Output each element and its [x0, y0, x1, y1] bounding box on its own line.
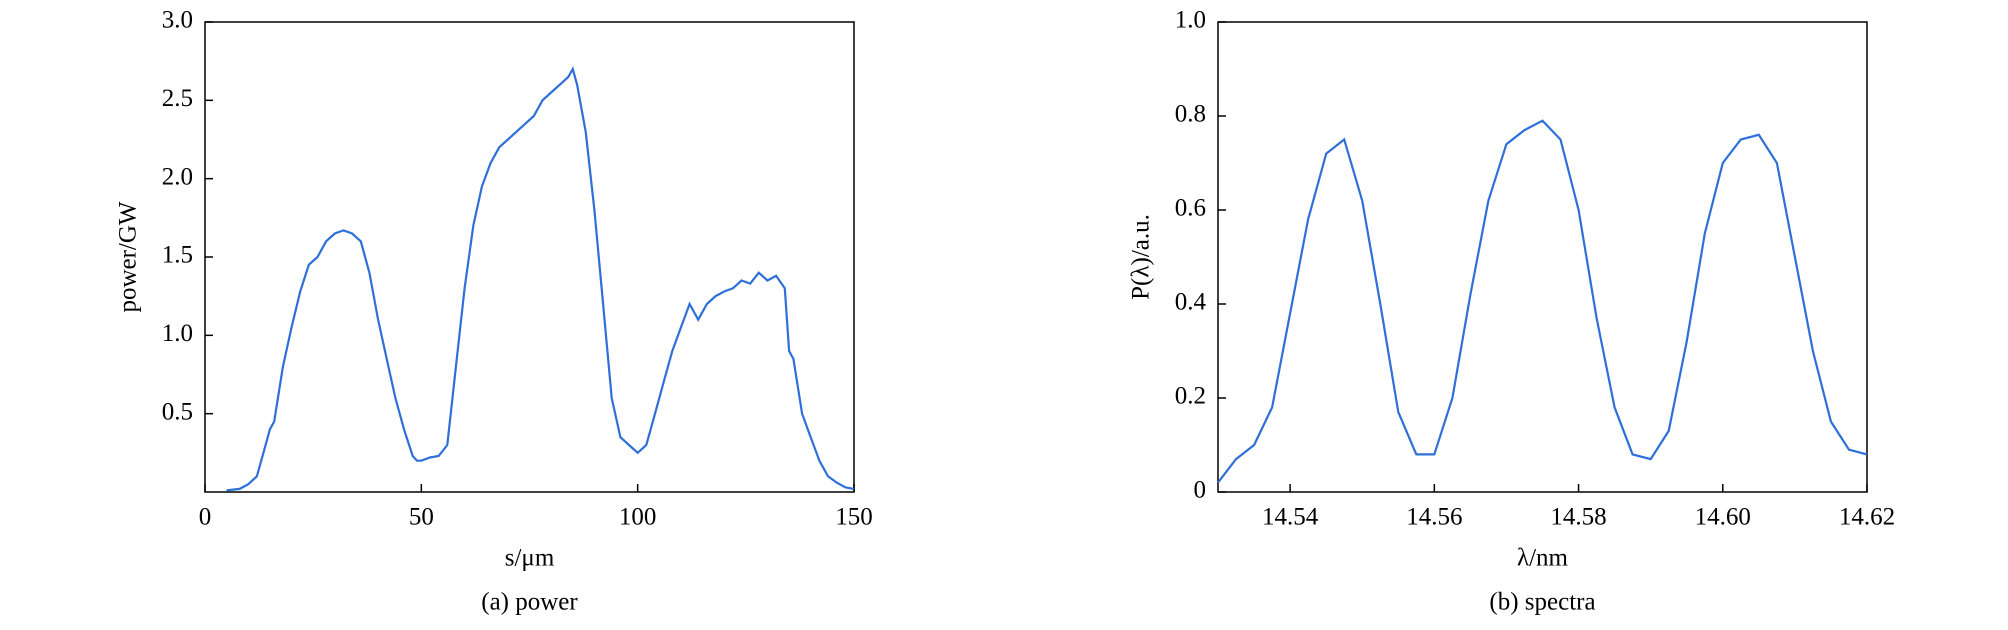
y-tick-label: 1.5 [162, 242, 193, 269]
y-tick-label: 2.5 [162, 85, 193, 112]
y-tick-label: 0.4 [1175, 289, 1207, 316]
y-axis-label: P(λ)/a.u. [1128, 214, 1155, 300]
x-tick-label: 14.62 [1839, 504, 1895, 531]
y-tick-label: 1.0 [1175, 7, 1206, 34]
y-tick-label: 2.0 [162, 163, 193, 190]
y-tick-label: 1.0 [162, 320, 193, 347]
x-tick-label: 14.58 [1550, 504, 1606, 531]
data-line [226, 66, 855, 492]
x-axis-label: λ/nm [1517, 545, 1569, 572]
y-tick-label: 0.8 [1175, 101, 1206, 128]
y-tick-label: 3.0 [162, 7, 193, 34]
caption: (a) power [481, 589, 578, 616]
x-tick-label: 100 [619, 504, 657, 531]
x-tick-label: 14.60 [1695, 504, 1751, 531]
y-tick-label: 0.2 [1175, 383, 1206, 410]
caption: (b) spectra [1489, 589, 1595, 616]
y-tick-label: 0.5 [162, 398, 193, 425]
x-axis-label: s/μm [505, 545, 555, 572]
x-tick-label: 50 [409, 504, 434, 531]
y-tick-label: 0 [1194, 477, 1207, 504]
plot-frame [204, 21, 855, 493]
data-line [1217, 119, 1868, 484]
plot-frame [1217, 21, 1868, 493]
y-axis-label: power/GW [115, 201, 142, 312]
y-tick-label: 0.6 [1175, 195, 1206, 222]
x-tick-label: 14.54 [1262, 504, 1319, 531]
x-tick-label: 150 [835, 504, 873, 531]
x-tick-label: 14.56 [1406, 504, 1462, 531]
x-tick-label: 0 [199, 504, 212, 531]
